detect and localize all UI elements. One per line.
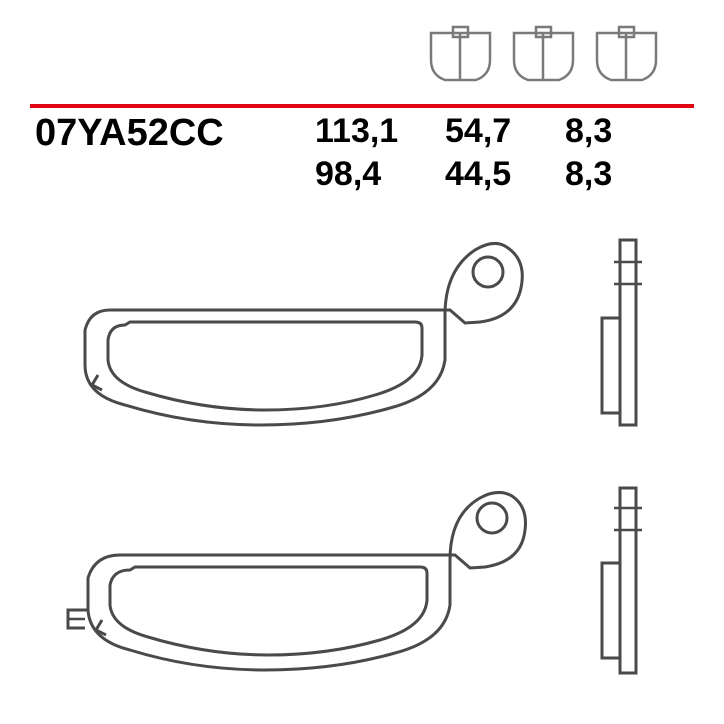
dimension-1-1: 113,1: [315, 112, 445, 155]
diagram-area: [30, 210, 694, 694]
top-side-profile: [602, 240, 642, 425]
brake-pad-header-icon: [506, 25, 581, 85]
dimension-1-2: 54,7: [445, 112, 565, 155]
header-icon-row: [423, 25, 664, 85]
divider-line: [30, 95, 694, 99]
spec-row-1: 07YA52CC 113,1 54,7 8,3: [35, 112, 645, 155]
spec-row-2: 98,4 44,5 8,3: [35, 155, 645, 194]
technical-diagram: [30, 210, 694, 694]
dimension-1-3: 8,3: [565, 112, 645, 155]
part-number: 07YA52CC: [35, 112, 315, 155]
brake-pad-header-icon: [423, 25, 498, 85]
dimension-2-2: 44,5: [445, 155, 565, 194]
bottom-side-profile: [602, 488, 642, 673]
brake-pad-header-icon: [589, 25, 664, 85]
spacer: [35, 155, 315, 194]
top-brake-pad-outline: [85, 243, 522, 425]
dimension-2-1: 98,4: [315, 155, 445, 194]
dimension-2-3: 8,3: [565, 155, 645, 194]
bottom-brake-pad-outline: [68, 492, 526, 670]
